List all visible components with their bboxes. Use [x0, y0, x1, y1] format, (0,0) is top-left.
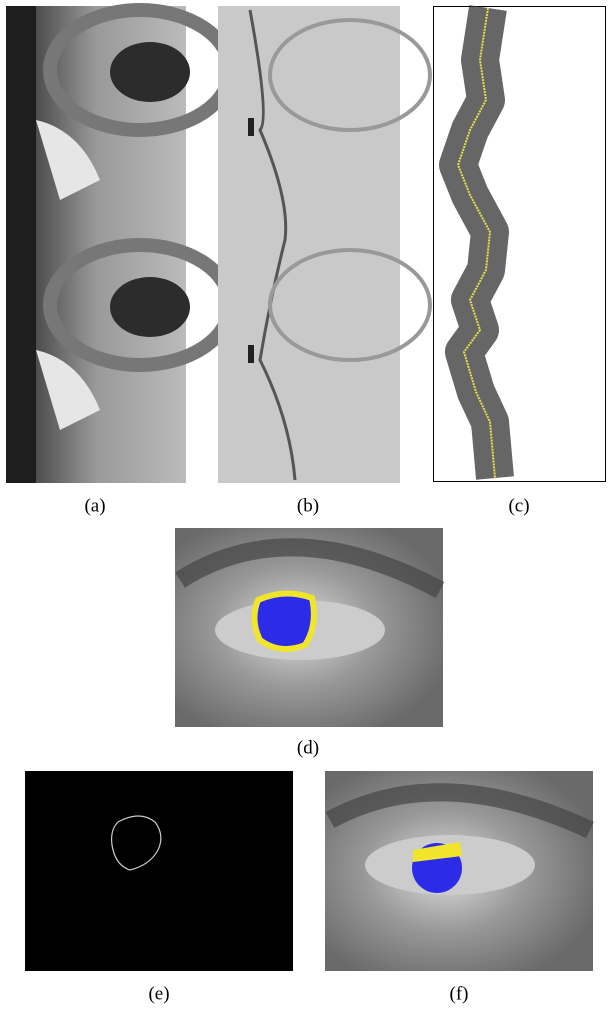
panel-e-image: [25, 771, 293, 971]
panel-d-image: [175, 528, 443, 727]
panel-c-image: [434, 7, 606, 482]
panel-label: (b): [297, 495, 319, 516]
panel-label: (e): [148, 983, 169, 1004]
panel-b-image: [218, 6, 430, 483]
panel-label: (d): [297, 737, 319, 758]
panel-f-image: [325, 771, 593, 971]
figure: (a) (b) (c) (d) (e) (f): [0, 0, 608, 1009]
page: (a) (b) (c) (d) (e) (f) (() => { const d…: [0, 0, 608, 1009]
panel-a-image: [6, 6, 230, 483]
panel-label: (c): [508, 495, 529, 516]
panel-label: (a): [84, 495, 105, 516]
panel-label: (f): [450, 983, 469, 1004]
